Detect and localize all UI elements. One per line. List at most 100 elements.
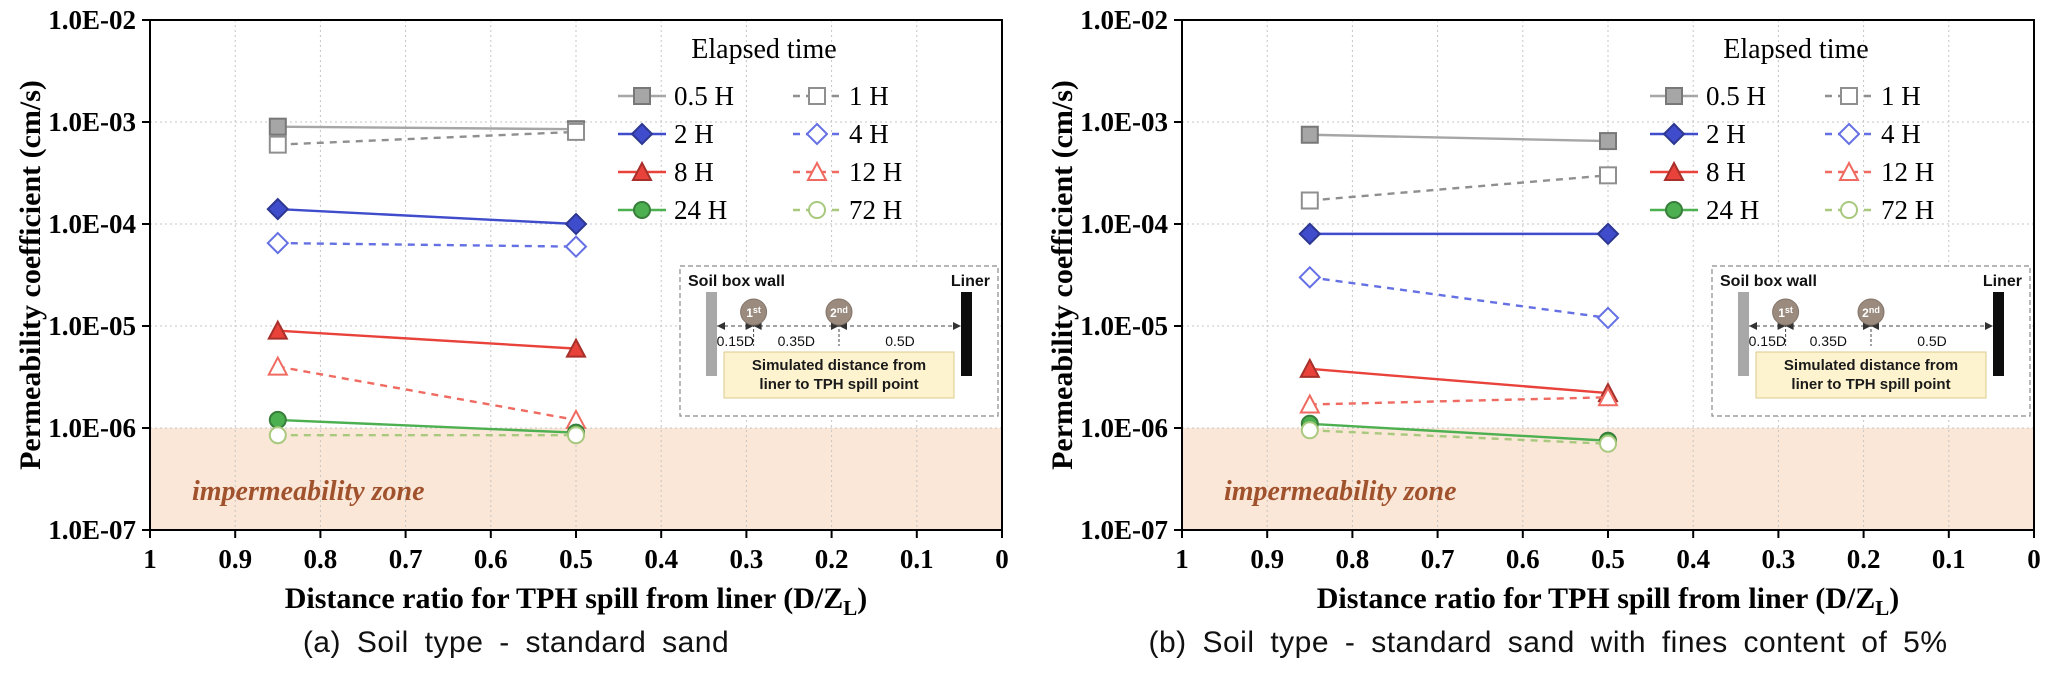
chart-a: impermeability zone 1.0E-02 1.0E-03 1.0E-04… — [14, 5, 1009, 620]
legend: Elapsed time 0.5 H 1 H 2 H 4 H 8 H 12 H 24 H 72 … — [1650, 34, 1934, 225]
liner-bar — [961, 292, 972, 376]
soil-box-wall-bar — [706, 292, 717, 376]
y-tick-labels: 1.0E-02 1.0E-03 1.0E-04 1.0E-05 1.0E-06 1.0E-… — [48, 5, 136, 545]
series-2-H — [1298, 222, 1620, 246]
inset-liner-label: Liner — [1983, 273, 2022, 290]
svg-text:0: 0 — [2027, 544, 2041, 574]
x-axis-title: Distance ratio for TPH spill from liner … — [1317, 582, 1900, 620]
series-2-H — [266, 197, 588, 236]
chart-b: impermeability zone 1.0E-02 1.0E-03 1.0E-04… — [1046, 5, 2041, 620]
svg-text:0.9: 0.9 — [218, 544, 252, 574]
spill-point-1 — [740, 298, 768, 326]
svg-text:0.7: 0.7 — [389, 544, 423, 574]
svg-text:1.0E-05: 1.0E-05 — [48, 311, 136, 341]
series-0.5-H — [268, 117, 585, 139]
svg-text:0.3: 0.3 — [1762, 544, 1796, 574]
legend-label: 24 H — [1706, 195, 1759, 225]
axis-ticks — [142, 19, 1003, 538]
y-tick-labels: 1.0E-02 1.0E-03 1.0E-04 1.0E-05 1.0E-06 1.0E-… — [1080, 5, 1168, 545]
inset-note-box — [1755, 351, 1987, 399]
series-12-H — [267, 355, 587, 429]
svg-text:0.6: 0.6 — [1506, 544, 1540, 574]
inset-note-line: Simulated distance from — [752, 357, 926, 374]
legend-label: 1 H — [1881, 81, 1921, 111]
svg-text:2nd: 2nd — [1862, 305, 1880, 320]
y-axis-title: Permeability coefficient (cm/s) — [14, 80, 47, 470]
spill-point-2 — [1857, 298, 1885, 326]
legend-label: 8 H — [1706, 157, 1746, 187]
svg-text:1: 1 — [1175, 544, 1189, 574]
legend-title: Elapsed time — [1723, 34, 1868, 65]
svg-text:0.2: 0.2 — [1847, 544, 1881, 574]
svg-text:0.8: 0.8 — [1336, 544, 1370, 574]
svg-text:0: 0 — [995, 544, 1009, 574]
inset-distance-label: 0.5D — [1917, 333, 1947, 349]
svg-text:1.0E-04: 1.0E-04 — [1080, 209, 1168, 239]
inset-wall-label: Soil box wall — [688, 273, 785, 290]
impermeability-zone-label: impermeability zone — [1224, 476, 1457, 507]
liner-bar — [1993, 292, 2004, 376]
svg-text:1.0E-02: 1.0E-02 — [48, 5, 136, 35]
svg-text:0.6: 0.6 — [474, 544, 508, 574]
legend-label: 4 H — [1881, 119, 1921, 149]
svg-text:0.1: 0.1 — [1932, 544, 1966, 574]
legend-label: 12 H — [849, 157, 902, 187]
svg-text:1.0E-06: 1.0E-06 — [48, 413, 136, 443]
series-4-H — [266, 231, 588, 259]
soil-box-wall-bar — [1738, 292, 1749, 376]
series-8-H — [1299, 357, 1619, 403]
spill-point-1 — [1772, 298, 1800, 326]
inset-distance-label: 0.35D — [778, 333, 815, 349]
x-axis-title: Distance ratio for TPH spill from liner … — [285, 582, 868, 620]
spill-point-2 — [825, 298, 853, 326]
legend-label: 4 H — [849, 119, 889, 149]
svg-text:0.7: 0.7 — [1421, 544, 1455, 574]
svg-text:0.3: 0.3 — [730, 544, 764, 574]
inset-distance-label: 0.5D — [885, 333, 915, 349]
svg-text:1st: 1st — [1778, 305, 1793, 320]
legend: Elapsed time 0.5 H 1 H 2 H 4 H 8 H 12 H 24 H 72 … — [618, 34, 902, 225]
series-12-H — [1299, 386, 1619, 414]
legend-label: 1 H — [849, 81, 889, 111]
svg-text:1.0E-06: 1.0E-06 — [1080, 413, 1168, 443]
axis-ticks — [1174, 19, 2035, 538]
inset-wall-label: Soil box wall — [1720, 273, 1817, 290]
svg-text:1.0E-07: 1.0E-07 — [48, 515, 136, 545]
svg-text:1.0E-03: 1.0E-03 — [48, 107, 136, 137]
impermeability-zone: impermeability zone — [1182, 428, 2034, 530]
svg-text:1.0E-07: 1.0E-07 — [1080, 515, 1168, 545]
series-1-H — [268, 122, 585, 154]
svg-text:0.8: 0.8 — [304, 544, 338, 574]
legend-label: 12 H — [1881, 157, 1934, 187]
series-4-H — [1298, 265, 1620, 330]
inset-note-line: Simulated distance from — [1784, 357, 1958, 374]
inset-note-line: liner to TPH spill point — [1791, 376, 1950, 393]
series-1-H — [1300, 166, 1617, 210]
legend-label: 72 H — [1881, 195, 1934, 225]
inset-distance-label: 0.35D — [1810, 333, 1847, 349]
legend-label: 2 H — [1706, 119, 1746, 149]
legend-label: 2 H — [674, 119, 714, 149]
y-axis-title: Permeability coefficient (cm/s) — [1046, 80, 1079, 470]
svg-text:0.9: 0.9 — [1250, 544, 1284, 574]
inset-note-line: liner to TPH spill point — [759, 376, 918, 393]
figure-panel-b: impermeability zone 1.0E-02 1.0E-03 1.0E-04… — [1032, 0, 2064, 659]
inset-distance-label: 0.15D — [1749, 333, 1786, 349]
legend-label: 24 H — [674, 195, 727, 225]
x-tick-labels: 1 0.9 0.8 0.7 0.6 0.5 0.4 0.3 0.2 0.1 0 — [1175, 544, 2041, 574]
legend-label: 8 H — [674, 157, 714, 187]
svg-text:2nd: 2nd — [830, 305, 848, 320]
series-0.5-H — [1300, 125, 1617, 151]
svg-text:1st: 1st — [746, 305, 761, 320]
legend-label: 72 H — [849, 195, 902, 225]
legend-title: Elapsed time — [691, 34, 836, 65]
caption-a: (a) Soil type - standard sand — [302, 626, 730, 659]
series-72-H — [1300, 421, 1617, 453]
inset-note-box — [723, 351, 955, 399]
figure-row: impermeability zone 1.0E-02 1.0E-03 1.0E-04… — [14, 0, 2064, 659]
svg-text:0.2: 0.2 — [815, 544, 849, 574]
svg-text:1.0E-05: 1.0E-05 — [1080, 311, 1168, 341]
svg-text:0.5: 0.5 — [1591, 544, 1625, 574]
svg-text:1.0E-03: 1.0E-03 — [1080, 107, 1168, 137]
inset-diagram: Soil box wall Liner 1st 2nd 0.15D 0.35D 0.5D Si… — [1711, 265, 2031, 417]
